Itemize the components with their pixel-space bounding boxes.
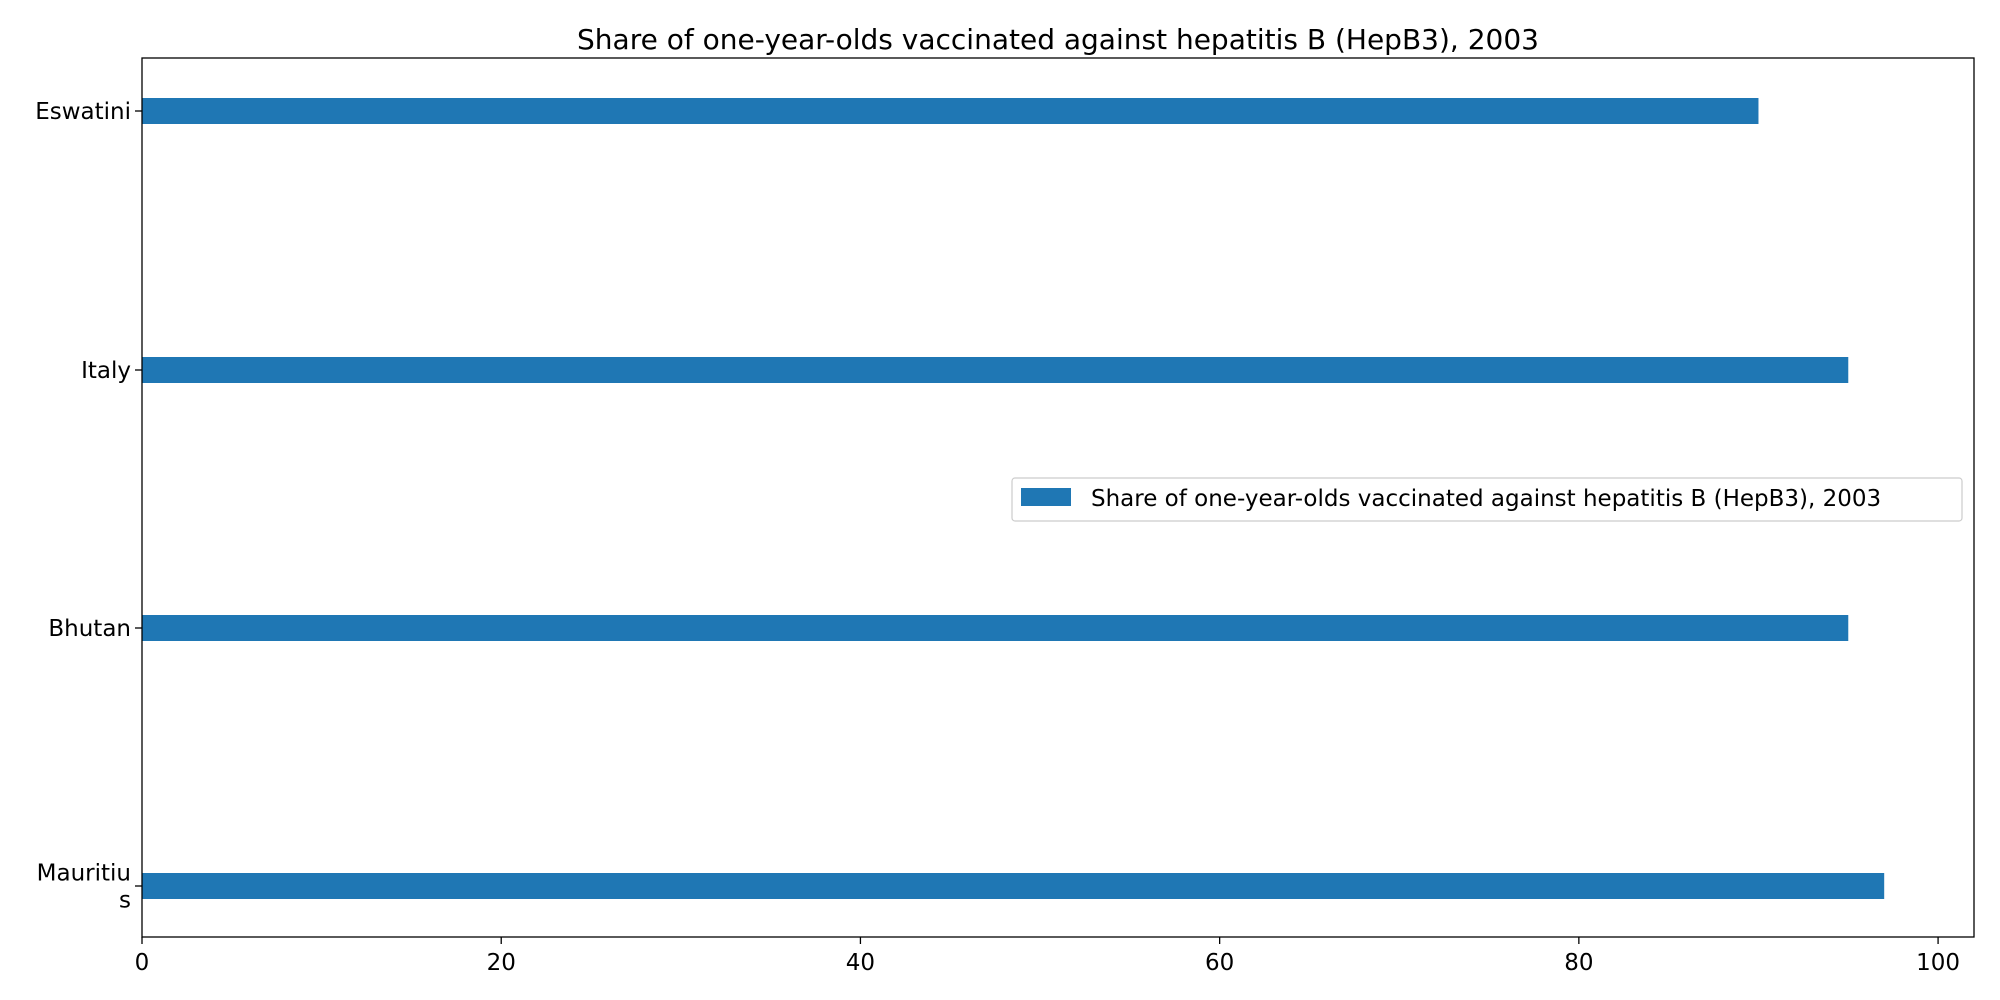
- plot-frame: [141, 57, 1975, 938]
- y-tick-label: Italy: [81, 358, 131, 384]
- bar-italy: [142, 357, 1849, 383]
- x-tick-label: 20: [487, 950, 516, 976]
- bar-bhutan: [142, 615, 1849, 641]
- y-tick-label: Bhutan: [48, 616, 131, 642]
- y-tick-label: Eswatini: [35, 99, 131, 125]
- bars-layer: [142, 98, 1885, 899]
- legend-label: Share of one-year-olds vaccinated agains…: [1091, 486, 1881, 512]
- chart-title: Share of one-year-olds vaccinated agains…: [577, 23, 1539, 56]
- x-axis: 0 20 40 60 80 100: [135, 937, 1960, 976]
- legend: Share of one-year-olds vaccinated agains…: [1011, 477, 1963, 522]
- y-tick-label: s: [119, 888, 131, 914]
- x-tick-label: 0: [135, 950, 150, 976]
- bar-eswatini: [142, 98, 1759, 124]
- legend-swatch: [1021, 488, 1071, 506]
- bar-mauritius: [142, 873, 1885, 899]
- legend-frame: [1011, 477, 1963, 522]
- x-tick-label: 100: [1916, 950, 1960, 976]
- x-tick-label: 80: [1564, 950, 1593, 976]
- y-tick-label: Mauritiu: [37, 861, 131, 887]
- x-tick-label: 60: [1205, 950, 1234, 976]
- x-tick-label: 40: [846, 950, 875, 976]
